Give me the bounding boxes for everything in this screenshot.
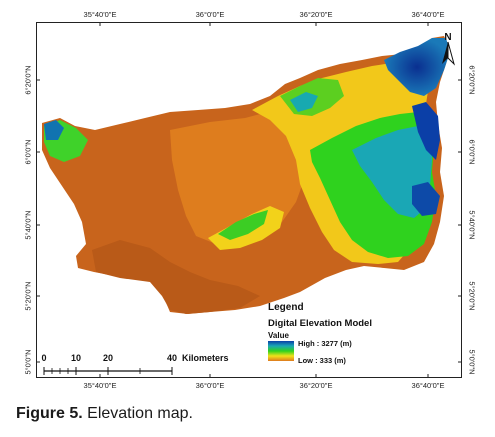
scale-tick-label: 0 [41, 353, 47, 363]
scale-units: Kilometers [182, 353, 229, 363]
scale-tick-label: 40 [166, 353, 178, 363]
legend-subtitle: Digital Elevation Model [268, 318, 372, 329]
scale-bar: 0 10 20 40 Kilometers [40, 353, 260, 377]
bottom-tick-label: 35°40'0"E [83, 381, 117, 390]
terrain-high-east-2 [412, 182, 440, 216]
figure-caption-text: Elevation map. [87, 405, 193, 422]
legend-value-label: Value [268, 331, 289, 340]
top-tick-label: 36°0'0"E [195, 10, 225, 19]
frame-tick-marks [36, 22, 462, 378]
figure-caption: Figure 5. Elevation map. [16, 405, 193, 423]
legend-high-label: High : 3277 (m) [298, 339, 352, 348]
legend-color-ramp [268, 341, 294, 361]
bottom-tick-label: 36°0'0"E [195, 381, 225, 390]
bottom-tick-label: 36°20'0"E [299, 381, 333, 390]
terrain-high-east [412, 102, 440, 160]
bottom-tick-label: 36°40'0"E [411, 381, 445, 390]
legend-low-label: Low : 333 (m) [298, 356, 346, 365]
scale-tick-label: 10 [70, 353, 82, 363]
terrain-high-northwest [44, 120, 64, 140]
north-label: N [444, 32, 451, 43]
scale-tick-label: 20 [102, 353, 114, 363]
top-tick-label: 36°20'0"E [299, 10, 333, 19]
terrain-cyan-north [290, 92, 318, 112]
figure-caption-label: Figure 5. [16, 405, 83, 422]
top-tick-label: 35°40'0"E [83, 10, 117, 19]
terrain-low-south [92, 240, 260, 314]
legend-title: Legend [268, 302, 304, 313]
terrain-green-center [218, 210, 268, 240]
scale-bar-line [43, 367, 173, 375]
top-tick-label: 36°40'0"E [411, 10, 445, 19]
north-arrow-icon: N [442, 32, 455, 66]
terrain-high-northeast [384, 38, 450, 96]
